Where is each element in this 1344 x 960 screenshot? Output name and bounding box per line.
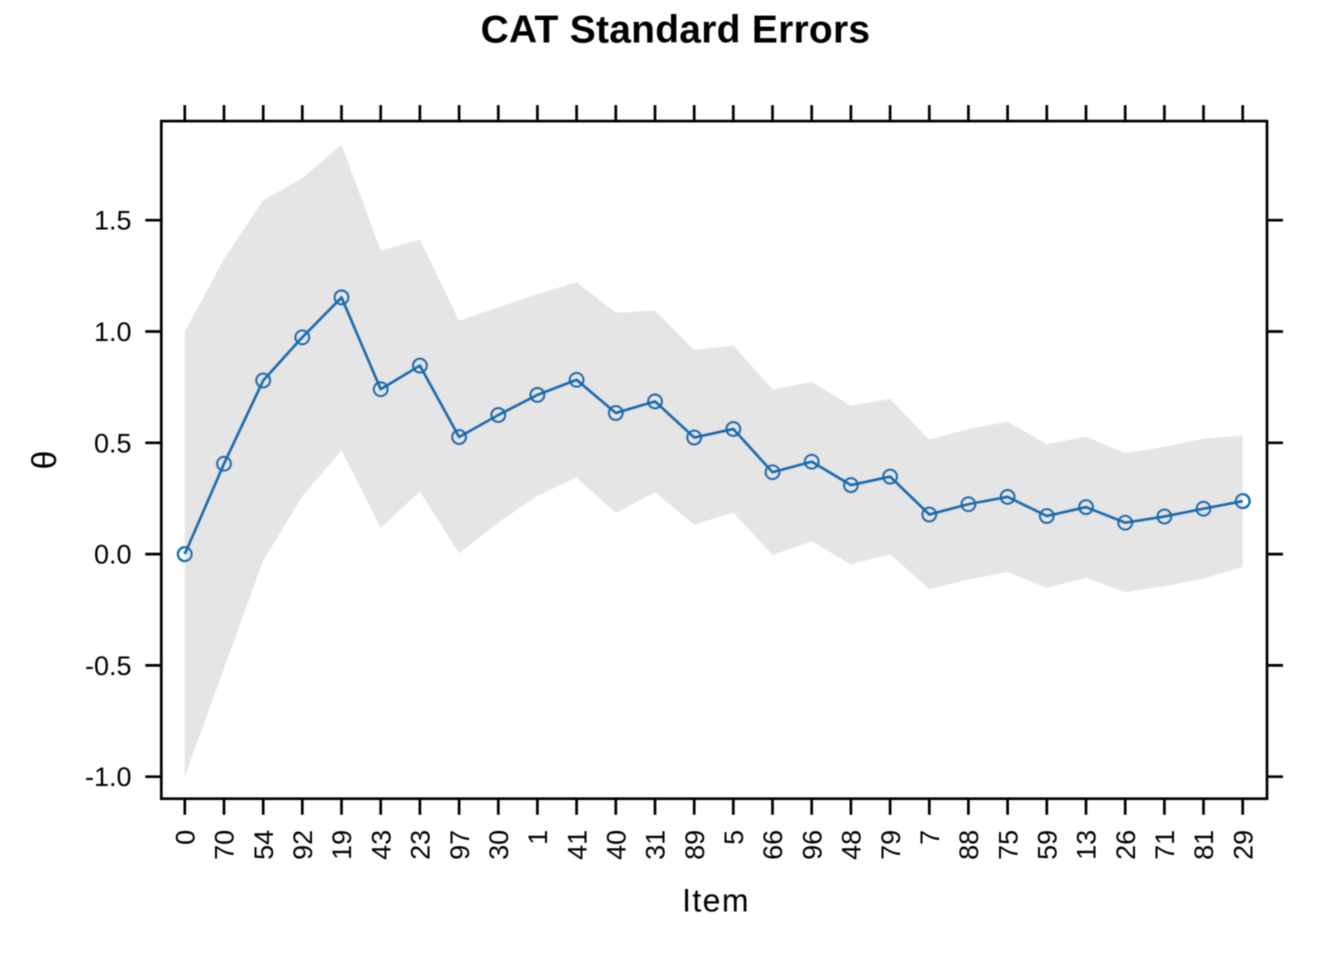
svg-text:79: 79 bbox=[876, 830, 906, 860]
svg-text:-0.5: -0.5 bbox=[85, 651, 132, 681]
svg-text:54: 54 bbox=[249, 830, 279, 860]
svg-text:1.0: 1.0 bbox=[94, 317, 132, 347]
svg-text:89: 89 bbox=[680, 830, 710, 860]
svg-text:23: 23 bbox=[406, 830, 436, 860]
svg-text:0.5: 0.5 bbox=[94, 428, 132, 458]
svg-text:41: 41 bbox=[562, 830, 592, 860]
svg-text:40: 40 bbox=[602, 830, 632, 860]
svg-text:CAT Standard Errors: CAT Standard Errors bbox=[481, 9, 871, 52]
svg-text:88: 88 bbox=[954, 830, 984, 860]
svg-text:30: 30 bbox=[484, 830, 514, 860]
svg-text:0.0: 0.0 bbox=[94, 540, 132, 570]
svg-text:θ: θ bbox=[26, 451, 64, 470]
svg-text:97: 97 bbox=[445, 830, 475, 860]
svg-text:96: 96 bbox=[797, 830, 827, 860]
svg-text:0: 0 bbox=[171, 830, 201, 845]
svg-text:1.5: 1.5 bbox=[94, 206, 132, 236]
svg-text:13: 13 bbox=[1072, 830, 1102, 860]
svg-text:31: 31 bbox=[641, 830, 671, 860]
svg-text:48: 48 bbox=[837, 830, 867, 860]
svg-text:59: 59 bbox=[1033, 830, 1063, 860]
svg-text:43: 43 bbox=[366, 830, 396, 860]
svg-text:92: 92 bbox=[288, 830, 318, 860]
svg-text:-1.0: -1.0 bbox=[85, 762, 132, 792]
svg-text:5: 5 bbox=[719, 830, 749, 845]
svg-text:71: 71 bbox=[1150, 830, 1180, 860]
svg-text:Item: Item bbox=[682, 882, 750, 918]
svg-text:19: 19 bbox=[327, 830, 357, 860]
svg-text:75: 75 bbox=[993, 830, 1023, 860]
svg-text:26: 26 bbox=[1111, 830, 1141, 860]
svg-text:70: 70 bbox=[210, 830, 240, 860]
svg-text:66: 66 bbox=[758, 830, 788, 860]
svg-text:1: 1 bbox=[523, 830, 553, 845]
svg-text:29: 29 bbox=[1228, 830, 1258, 860]
svg-text:7: 7 bbox=[915, 830, 945, 845]
svg-text:81: 81 bbox=[1189, 830, 1219, 860]
